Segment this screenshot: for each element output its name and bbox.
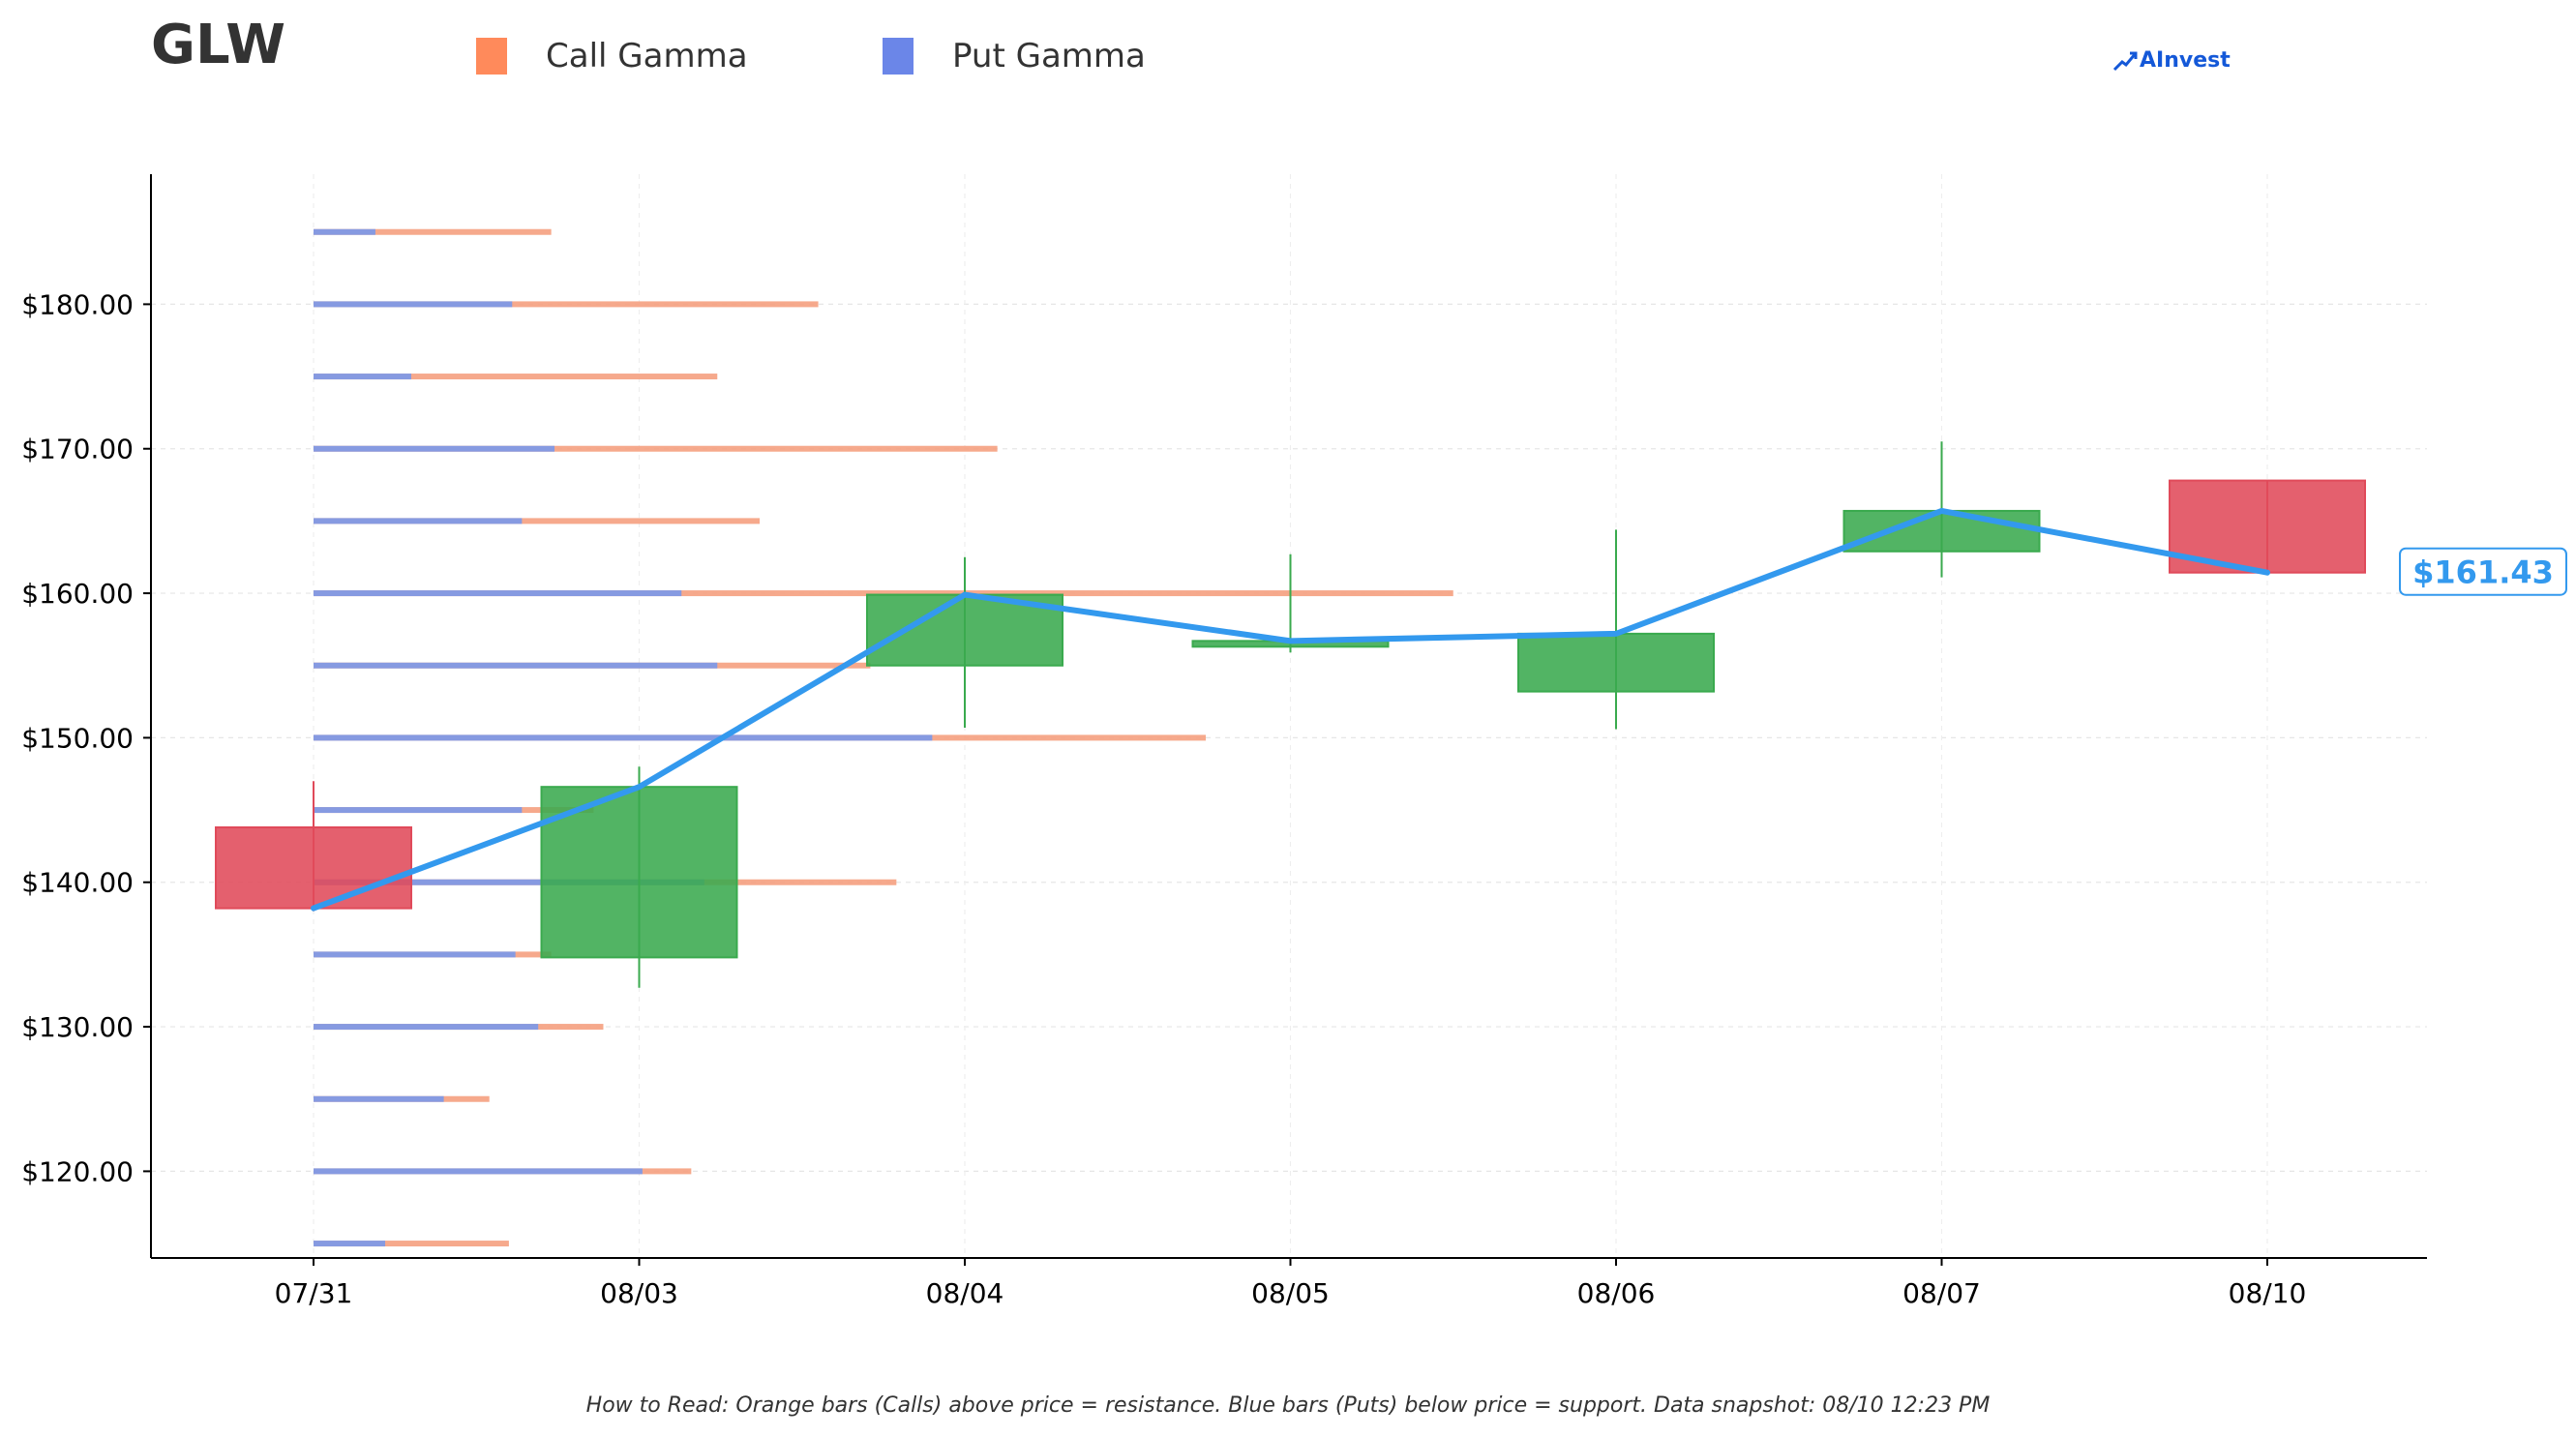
x-tick-label-4: 08/06 xyxy=(1577,1277,1656,1309)
put-gamma-bar-170 xyxy=(314,445,555,452)
put-gamma-bar-185 xyxy=(314,228,375,235)
x-tick-label-5: 08/07 xyxy=(1902,1277,1981,1309)
put-gamma-bar-125 xyxy=(314,1095,444,1102)
call-gamma-bar-170 xyxy=(314,445,998,452)
price-line-layer: $161.43 xyxy=(311,507,2567,912)
call-gamma-swatch xyxy=(476,38,507,75)
x-tick-label-3: 08/05 xyxy=(1251,1277,1330,1309)
legend-put-gamma-label: Put Gamma xyxy=(952,37,1146,75)
put-gamma-bar-135 xyxy=(314,951,516,958)
x-tick-label-0: 07/31 xyxy=(275,1277,353,1309)
put-gamma-bar-130 xyxy=(314,1024,539,1031)
legend-put-gamma: Put Gamma xyxy=(883,35,1146,77)
y-tick-label-6: $180.00 xyxy=(21,288,134,320)
y-tick-label-1: $130.00 xyxy=(21,1011,134,1043)
put-gamma-swatch xyxy=(883,38,914,75)
last-price-label: $161.43 xyxy=(2412,554,2554,591)
put-gamma-bar-155 xyxy=(314,662,718,669)
put-gamma-bar-145 xyxy=(314,807,523,814)
put-gamma-bar-115 xyxy=(314,1241,386,1247)
price-line xyxy=(311,507,2270,912)
axes: $120.00 $130.00 $140.00 $150.00 $160.00 $170.… xyxy=(21,174,2427,1309)
y-tick-label-3: $150.00 xyxy=(21,722,134,754)
call-gamma-bar-115 xyxy=(314,1241,509,1247)
call-gamma-bar-165 xyxy=(314,518,761,524)
x-tick-label-2: 08/04 xyxy=(926,1277,1004,1309)
candle-body-4 xyxy=(1517,632,1715,693)
last-price-box xyxy=(2399,547,2567,596)
put-gamma-bar-150 xyxy=(314,734,933,741)
x-tick-label-1: 08/03 xyxy=(600,1277,678,1309)
gamma-bars xyxy=(314,228,1453,1247)
x-tick-label-6: 08/10 xyxy=(2229,1277,2307,1309)
brand-logo: AInvest xyxy=(2112,48,2231,73)
put-gamma-bar-120 xyxy=(314,1168,643,1175)
put-gamma-bar-175 xyxy=(314,374,411,380)
call-gamma-bar-185 xyxy=(314,228,552,235)
call-gamma-bar-160 xyxy=(314,590,1453,597)
y-tick-label-0: $120.00 xyxy=(21,1155,134,1187)
brand-chart-icon xyxy=(2112,51,2138,71)
ticker-symbol: GLW xyxy=(151,14,286,76)
grid-lines xyxy=(151,174,2427,1258)
y-tick-label-2: $140.00 xyxy=(21,867,134,899)
y-tick-label-5: $170.00 xyxy=(21,434,134,465)
call-gamma-bar-175 xyxy=(314,374,718,380)
candle-body-5 xyxy=(1842,509,2041,553)
put-gamma-bar-140 xyxy=(314,879,704,885)
put-gamma-bar-180 xyxy=(314,301,513,308)
candle-body-0 xyxy=(215,825,412,910)
legend-call-gamma: Call Gamma xyxy=(476,35,748,77)
put-gamma-bar-160 xyxy=(314,590,682,597)
brand-name: AInvest xyxy=(2140,48,2231,73)
legend-call-gamma-label: Call Gamma xyxy=(546,37,748,75)
how-to-read-note: How to Read: Orange bars (Calls) above p… xyxy=(585,1393,1991,1418)
put-gamma-bar-165 xyxy=(314,518,523,524)
y-tick-label-4: $160.00 xyxy=(21,578,134,610)
candle-body-6 xyxy=(2169,479,2366,574)
call-gamma-bar-180 xyxy=(314,301,819,308)
